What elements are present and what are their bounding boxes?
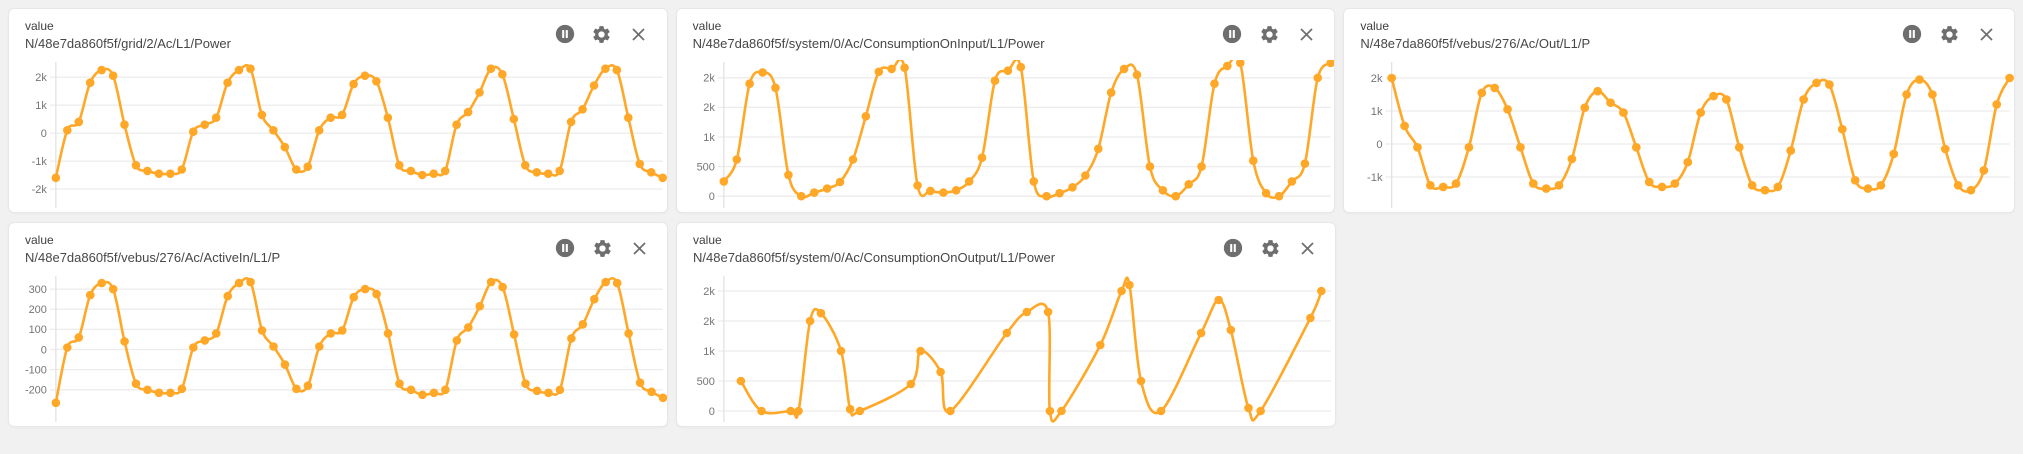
pause-button[interactable] [1900,22,1924,46]
settings-button[interactable] [1257,22,1281,46]
panel-title: value [693,233,722,247]
chart-panel-vebus-out: value N/48e7da860f5f/vebus/276/Ac/Out/L1… [1343,8,2015,213]
svg-text:-100: -100 [25,364,47,376]
settings-button[interactable] [590,22,614,46]
svg-text:500: 500 [697,376,715,388]
line-chart: 2k 2k 1k 500 0 [677,60,1335,212]
dashboard: value N/48e7da860f5f/grid/2/Ac/L1/Power … [8,8,2015,427]
pause-icon [1901,23,1923,45]
pause-icon [554,237,576,259]
svg-text:200: 200 [29,304,47,316]
close-icon [1297,238,1318,259]
svg-text:0: 0 [709,406,715,418]
svg-text:0: 0 [41,128,47,140]
gear-icon [1260,238,1281,259]
panel-actions [1220,22,1318,46]
svg-text:1k: 1k [703,346,715,358]
panel-topic: N/48e7da860f5f/system/0/Ac/ConsumptionOn… [692,36,1045,51]
panel-title: value [25,19,54,33]
svg-text:2k: 2k [35,72,47,84]
svg-text:0: 0 [41,344,47,356]
panel-actions [1221,236,1319,260]
panel-actions [553,236,651,260]
svg-text:100: 100 [29,324,47,336]
svg-text:300: 300 [29,284,47,296]
panel-topic: N/48e7da860f5f/grid/2/Ac/L1/Power [25,36,231,51]
svg-text:0: 0 [1377,139,1383,151]
chart-panel-consumption-on-input: value N/48e7da860f5f/system/0/Ac/Consump… [675,8,1336,213]
svg-text:2k: 2k [1371,73,1383,85]
svg-text:1k: 1k [1371,106,1383,118]
panel-topic: N/48e7da860f5f/vebus/276/Ac/ActiveIn/L1/… [25,250,281,265]
pause-button[interactable] [1221,236,1245,260]
line-chart: 300 200 100 0 -100 -200 [9,274,667,426]
settings-button[interactable] [590,236,614,260]
svg-text:-2k: -2k [32,184,48,196]
close-button[interactable] [1294,22,1318,46]
panel-title: value [692,19,722,33]
settings-button[interactable] [1937,22,1961,46]
close-icon [1976,24,1997,45]
close-icon [1296,24,1317,45]
settings-button[interactable] [1258,236,1282,260]
gear-icon [591,24,612,45]
panel-actions [553,22,651,46]
close-button[interactable] [1974,22,1998,46]
panel-title: value [25,233,54,247]
chart-panel-vebus-active-in: value N/48e7da860f5f/vebus/276/Ac/Active… [8,222,668,427]
panel-actions [1900,22,1998,46]
panel-header: value N/48e7da860f5f/vebus/276/Ac/Active… [9,223,667,267]
svg-text:-1k: -1k [32,156,48,168]
line-chart: 2k 1k 0 -1k [1344,60,2014,212]
pause-button[interactable] [553,236,577,260]
close-icon [629,238,650,259]
svg-text:1k: 1k [703,132,715,144]
svg-text:-1k: -1k [1367,172,1383,184]
panel-header: value N/48e7da860f5f/vebus/276/Ac/Out/L1… [1344,9,2014,53]
pause-icon [554,23,576,45]
panel-row-2: value N/48e7da860f5f/vebus/276/Ac/Active… [8,222,2015,427]
panel-topic: N/48e7da860f5f/system/0/Ac/ConsumptionOn… [693,250,1056,265]
close-icon [628,24,649,45]
svg-text:1k: 1k [35,100,47,112]
panel-row-1: value N/48e7da860f5f/grid/2/Ac/L1/Power … [8,8,2015,213]
close-button[interactable] [627,236,651,260]
panel-title: value [1360,19,1390,33]
line-chart: 2k 2k 1k 500 0 [677,274,1335,426]
panel-header: value N/48e7da860f5f/system/0/Ac/Consump… [677,223,1335,267]
line-chart: 2k 1k 0 -1k -2k [9,60,667,212]
svg-text:2k: 2k [703,286,715,298]
pause-button[interactable] [1220,22,1244,46]
svg-text:0: 0 [708,191,714,203]
chart-panel-consumption-on-output: value N/48e7da860f5f/system/0/Ac/Consump… [676,222,1336,427]
gear-icon [1259,24,1280,45]
panel-header: value N/48e7da860f5f/grid/2/Ac/L1/Power [9,9,667,53]
svg-text:2k: 2k [703,102,715,114]
close-button[interactable] [1295,236,1319,260]
svg-text:2k: 2k [703,316,715,328]
gear-icon [1939,24,1960,45]
svg-text:-200: -200 [25,385,47,397]
panel-topic: N/48e7da860f5f/vebus/276/Ac/Out/L1/P [1360,36,1591,51]
chart-panel-grid-power: value N/48e7da860f5f/grid/2/Ac/L1/Power … [8,8,668,213]
close-button[interactable] [627,22,651,46]
svg-text:2k: 2k [703,73,715,85]
pause-icon [1222,237,1244,259]
svg-text:500: 500 [696,161,714,173]
pause-icon [1221,23,1243,45]
pause-button[interactable] [553,22,577,46]
gear-icon [592,238,613,259]
panel-header: value N/48e7da860f5f/system/0/Ac/Consump… [677,9,1335,53]
